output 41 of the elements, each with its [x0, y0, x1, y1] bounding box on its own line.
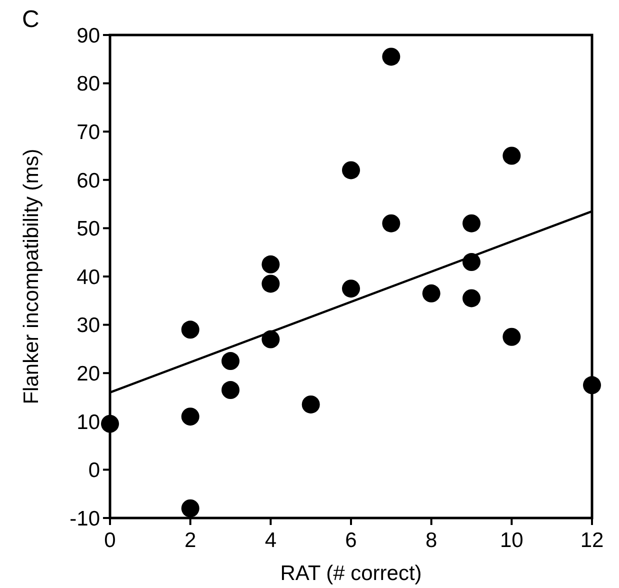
point — [382, 214, 400, 232]
point — [262, 330, 280, 348]
point — [262, 274, 280, 293]
point — [342, 280, 360, 298]
x-tick-label: 12 — [580, 529, 604, 552]
chart-title: C — [22, 6, 40, 33]
y-tick-label: 90 — [76, 24, 100, 48]
y-tick-label: 50 — [76, 218, 100, 241]
point — [462, 289, 480, 308]
y-tick-label: 10 — [76, 410, 100, 434]
point — [382, 48, 400, 66]
x-tick-label: 10 — [500, 529, 524, 552]
y-tick-label: 80 — [76, 72, 100, 96]
y-tick-label: 70 — [76, 120, 100, 144]
y-tick-label: 60 — [76, 169, 100, 192]
point — [583, 376, 601, 394]
y-tick-label: 40 — [76, 266, 100, 289]
point — [101, 414, 119, 433]
point — [422, 284, 440, 302]
x-tick-label: 6 — [345, 529, 357, 552]
point — [342, 161, 360, 180]
point — [181, 320, 200, 339]
point — [181, 499, 200, 518]
x-axis-title: RAT (# correct) — [280, 562, 422, 585]
y-tick-label: 30 — [76, 314, 100, 338]
y-axis-title: Flanker incompatibility (ms) — [20, 148, 43, 404]
x-tick-label: 8 — [425, 529, 438, 552]
point — [181, 408, 200, 426]
point — [502, 328, 521, 346]
y-tick-label: -10 — [70, 507, 100, 530]
point — [222, 352, 240, 370]
point — [222, 381, 240, 400]
y-tick-label: 0 — [88, 459, 100, 482]
x-tick-label: 2 — [184, 529, 196, 552]
point — [302, 395, 320, 414]
point — [262, 255, 280, 274]
y-tick-label: 20 — [76, 362, 100, 386]
point — [462, 214, 480, 232]
x-tick-label: 4 — [264, 529, 277, 552]
point — [502, 146, 521, 165]
x-tick-label: 0 — [104, 529, 116, 552]
